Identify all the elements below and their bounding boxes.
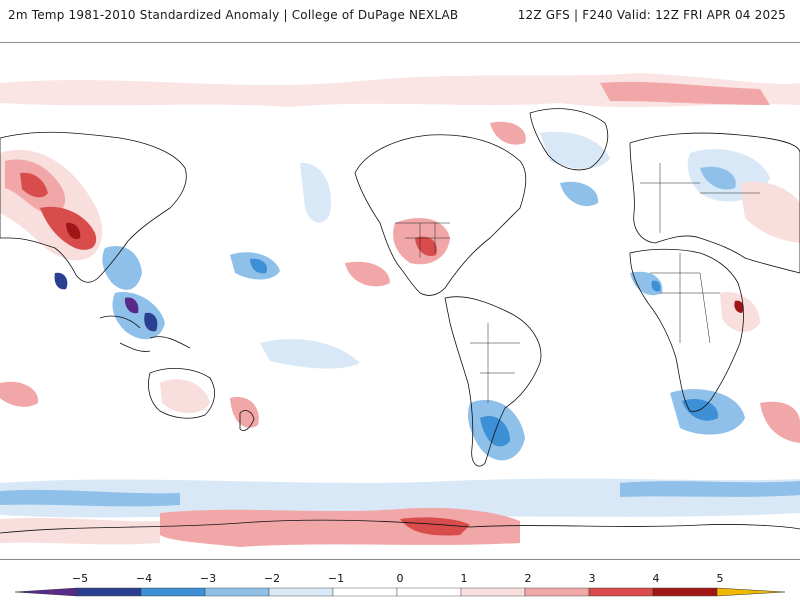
colorbar-tick-label: 2 xyxy=(525,572,532,585)
colorbar-tick-label: 4 xyxy=(653,572,660,585)
coastline-asia xyxy=(0,131,187,283)
colorbar-segment xyxy=(588,587,654,597)
colorbar-segment xyxy=(268,587,334,597)
colorbar-segment xyxy=(460,587,526,597)
anomaly-epac-warm xyxy=(345,261,390,287)
anomaly-nz-warm xyxy=(230,397,259,428)
anomaly-tibet-strong-warm xyxy=(66,222,81,240)
colorbar: −5 −4 −3 −2 −1 0 1 2 3 4 5 xyxy=(0,560,800,600)
coastline-new-zealand xyxy=(239,410,255,431)
borders-europe xyxy=(640,163,760,233)
colorbar-segment xyxy=(140,587,206,597)
borders-south-america xyxy=(470,323,520,403)
anomaly-npac-cold-core xyxy=(250,258,268,274)
anomaly-east-europe-warm xyxy=(740,181,800,243)
colorbar-tick-label: −1 xyxy=(328,572,344,585)
anomaly-australia-warm xyxy=(160,379,210,414)
borders-africa xyxy=(650,253,720,344)
header: 2m Temp 1981-2010 Standardized Anomaly |… xyxy=(0,0,800,30)
coastline-australia xyxy=(148,368,215,419)
anomaly-map-svg xyxy=(0,43,800,559)
anomaly-india-cold xyxy=(54,272,68,290)
anomaly-seasia-cold-1 xyxy=(102,245,142,290)
colorbar-tick-label: 3 xyxy=(589,572,596,585)
anomaly-west-africa-cold-core xyxy=(651,280,661,292)
colorbar-under-triangle xyxy=(14,587,78,597)
colorbar-tick-label: −2 xyxy=(264,572,280,585)
anomaly-southern-ocean-cold-core xyxy=(0,489,180,507)
coastline-africa xyxy=(629,248,744,412)
anomaly-gulf-alaska-cold xyxy=(300,162,331,223)
anomaly-south-indian-warm xyxy=(760,401,800,443)
colorbar-segment xyxy=(204,587,270,597)
colorbar-tick-label: 5 xyxy=(717,572,724,585)
coastlines xyxy=(0,108,800,534)
colorbar-svg: −5 −4 −3 −2 −1 0 1 2 3 4 5 xyxy=(14,572,786,597)
colorbar-segment xyxy=(396,587,462,597)
anomaly-southern-ocean-cold-east xyxy=(620,481,800,497)
anomaly-shading xyxy=(0,73,800,547)
anomaly-greenland-sea-warm xyxy=(600,81,770,105)
colorbar-segment xyxy=(332,587,398,597)
anomaly-southern-ocean-cold xyxy=(0,478,800,519)
anomaly-maritime-cold xyxy=(144,312,158,332)
colorbar-over-triangle xyxy=(716,587,786,597)
anomaly-map xyxy=(0,42,800,560)
colorbar-tick-label: 0 xyxy=(397,572,404,585)
anomaly-labrador-cold xyxy=(560,181,599,207)
colorbar-tick-label: −5 xyxy=(72,572,88,585)
anomaly-far-west-warm xyxy=(0,381,39,407)
anomaly-eqpac-cold xyxy=(260,339,360,369)
coastline-north-america xyxy=(354,134,527,296)
anomaly-philippines-strong-cold xyxy=(124,297,139,314)
coastline-maritime-continent xyxy=(99,315,191,352)
anomaly-baffin-warm xyxy=(490,121,526,145)
colorbar-tick-label: −3 xyxy=(200,572,216,585)
borders-us-states xyxy=(395,222,450,258)
coastline-eurasia-west xyxy=(629,132,800,274)
coastline-south-america xyxy=(444,296,542,467)
coastline-greenland xyxy=(529,108,609,171)
anomaly-arctic-warm xyxy=(0,73,800,108)
anomaly-east-africa-strong-warm xyxy=(734,300,744,313)
political-borders xyxy=(395,163,760,403)
anomaly-russia-cold-core xyxy=(700,166,736,190)
colorbar-tick-label: 1 xyxy=(461,572,468,585)
anomaly-antarctic-warm-core xyxy=(400,517,470,536)
colorbar-segment xyxy=(524,587,590,597)
colorbar-segment xyxy=(76,587,142,597)
colorbar-segment xyxy=(652,587,718,597)
anomaly-us-southwest-warm-core xyxy=(415,236,437,257)
colorbar-tick-label: −4 xyxy=(136,572,152,585)
map-title: 2m Temp 1981-2010 Standardized Anomaly |… xyxy=(8,8,459,22)
anomaly-asia-warm-3 xyxy=(20,172,48,198)
anomaly-antarctic-warm-west xyxy=(0,517,160,545)
anomaly-greenland-cold xyxy=(540,131,610,169)
coastline-antarctica xyxy=(0,519,800,534)
run-info: 12Z GFS | F240 Valid: 12Z FRI APR 04 202… xyxy=(517,8,786,22)
